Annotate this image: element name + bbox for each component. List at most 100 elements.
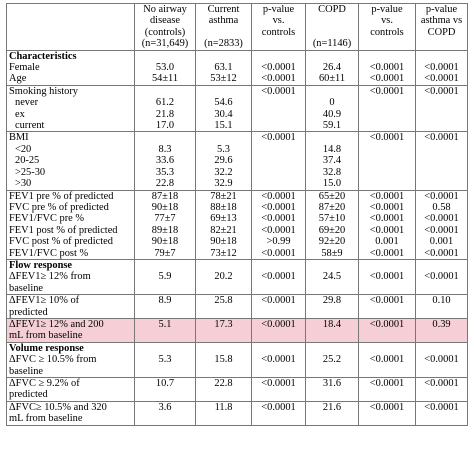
header-line: controls xyxy=(261,26,296,38)
cell-line xyxy=(254,144,303,155)
cell-line: never xyxy=(15,97,39,109)
copd-cell: 26.4 60±11 xyxy=(305,49,359,86)
cell-line xyxy=(254,120,303,131)
cell-line: <0.0001 xyxy=(261,295,296,307)
cell-line: 88±18 xyxy=(210,201,237,213)
cell-line: 77±7 xyxy=(154,213,176,225)
cell-line: 11.8 xyxy=(214,401,233,413)
header-line xyxy=(308,27,356,38)
cell-line: <0.0001 xyxy=(424,132,459,144)
cell-line: <0.0001 xyxy=(261,318,296,330)
row-label-cell: Flow response ΔFEV1≥ 12% from baseline xyxy=(6,258,135,296)
cell-line: >30 xyxy=(15,178,32,190)
cell-line: 20-25 xyxy=(15,155,40,167)
cell-line: 82±21 xyxy=(210,224,237,236)
cell-line xyxy=(198,260,249,271)
cell-line: <0.0001 xyxy=(369,378,405,389)
cell-line: 65±20 xyxy=(318,190,346,202)
cell-line: 21.6 xyxy=(322,401,342,413)
header-line: COPD xyxy=(427,26,456,38)
copd-cell: 25.2 xyxy=(305,341,359,379)
cell-line: <0.0001 xyxy=(424,73,459,85)
pvalue-asthma-controls-cell: <0.0001 xyxy=(251,131,306,191)
cell-line: 57±10 xyxy=(318,213,346,225)
table-row: ΔFVC ≥ 9.2% of predicted 10.7 22.8 <0.0001 31… xyxy=(6,377,468,402)
cell-line: 53±12 xyxy=(210,73,237,85)
header-line xyxy=(308,15,356,26)
cell-line xyxy=(137,86,193,97)
pvalue-asthma-copd-cell: 0.10 xyxy=(415,294,468,319)
table-row: ΔFEV1≥ 12% and 200 mL from baseline 5.1 17.… xyxy=(6,317,468,343)
copd-cell: 31.6 xyxy=(305,377,359,402)
cell-line: 8.9 xyxy=(158,295,172,307)
copd-cell: 14.8 37.4 32.8 15.0 xyxy=(305,131,359,191)
row-label-cell: ΔFVC≥ 10.5% and 320 mL from baseline xyxy=(6,400,135,426)
header-pvalue-asthma-vs-copd: p-value asthma vs COPD xyxy=(415,3,468,51)
cell-line: 92±20 xyxy=(318,236,346,248)
asthma-cell: 22.8 xyxy=(195,377,252,402)
pvalue-asthma-controls-cell: <0.0001 xyxy=(251,317,306,343)
row-label-cell: Smoking history never ex current xyxy=(6,84,135,133)
cell-line xyxy=(254,260,303,271)
cell-line: 25.8 xyxy=(214,295,233,307)
cell-line: 0.001 xyxy=(429,236,454,248)
cell-line: <0.0001 xyxy=(369,62,405,74)
cell-line: 24.5 xyxy=(322,271,342,283)
cell-line: 87±18 xyxy=(151,190,179,202)
cell-line: 54.6 xyxy=(214,97,233,109)
cell-line: 0.001 xyxy=(375,236,399,248)
table-row: FEV1 pre % of predicted FVC pre % of pred… xyxy=(6,189,468,260)
cell-line: <0.0001 xyxy=(261,271,296,283)
cell-line xyxy=(137,343,193,354)
cell-line xyxy=(418,260,465,271)
cell-line: 0 xyxy=(329,97,335,109)
cell-line: 18.4 xyxy=(322,318,342,330)
cell-line: 61.2 xyxy=(155,97,175,109)
row-label-cell: FEV1 pre % of predicted FVC pre % of pred… xyxy=(6,189,135,260)
asthma-cell: 17.3 xyxy=(195,317,252,343)
cell-line xyxy=(361,51,413,62)
controls-cell: 5.9 xyxy=(134,258,196,296)
cell-line: <0.0001 xyxy=(424,85,459,97)
cell-line: 32.2 xyxy=(214,166,233,178)
asthma-cell: 25.8 xyxy=(195,294,252,319)
cell-line: 21.8 xyxy=(155,108,175,120)
cell-line: 3.6 xyxy=(158,401,172,413)
controls-cell: 8.9 xyxy=(134,294,196,319)
cell-line xyxy=(308,86,356,97)
cell-line: ΔFVC≥ 10.5% and 320 xyxy=(9,401,107,413)
cell-line: <0.0001 xyxy=(369,85,405,97)
controls-cell: 3.6 xyxy=(134,400,196,426)
cell-line: <0.0001 xyxy=(261,190,296,202)
cell-line: <0.0001 xyxy=(424,190,459,202)
cell-line xyxy=(418,144,465,155)
cell-line: <0.0001 xyxy=(369,224,405,236)
cell-line: <0.0001 xyxy=(369,295,405,307)
cell-line: FEV1/FVC post % xyxy=(9,247,89,259)
cell-line: 26.4 xyxy=(322,62,342,74)
copd-cell: 0 40.9 59.1 xyxy=(305,84,359,133)
header-line: COPD xyxy=(318,4,346,15)
cell-line: 53.0 xyxy=(155,62,175,74)
cell-line: Female xyxy=(9,62,40,74)
table-body: Characteristics Female Age 53.0 54±11 63.1 53±… xyxy=(6,49,468,426)
copd-cell: 29.8 xyxy=(305,294,359,319)
cell-line xyxy=(308,132,356,143)
cell-line xyxy=(361,120,413,131)
cell-line xyxy=(308,51,356,62)
controls-cell: 53.0 54±11 xyxy=(134,49,196,86)
header-pvalue-asthma-vs-controls: p-value vs. controls xyxy=(251,3,306,51)
cell-line xyxy=(361,144,413,155)
cell-line: 40.9 xyxy=(322,108,342,120)
header-line: (n=1146) xyxy=(312,38,352,50)
cell-line: 0.39 xyxy=(432,318,451,330)
pvalue-copd-controls-cell: <0.0001 xyxy=(358,258,416,296)
header-controls: No airway disease (controls) (n=31,649) xyxy=(134,3,196,51)
cell-line: <0.0001 xyxy=(261,224,296,236)
cell-line: <0.0001 xyxy=(424,62,459,74)
cell-line: baseline xyxy=(9,365,44,377)
pvalue-copd-controls-cell: <0.0001 xyxy=(358,400,416,426)
cell-line xyxy=(254,109,303,120)
cell-line xyxy=(198,86,249,97)
cell-line: <0.0001 xyxy=(261,73,296,85)
